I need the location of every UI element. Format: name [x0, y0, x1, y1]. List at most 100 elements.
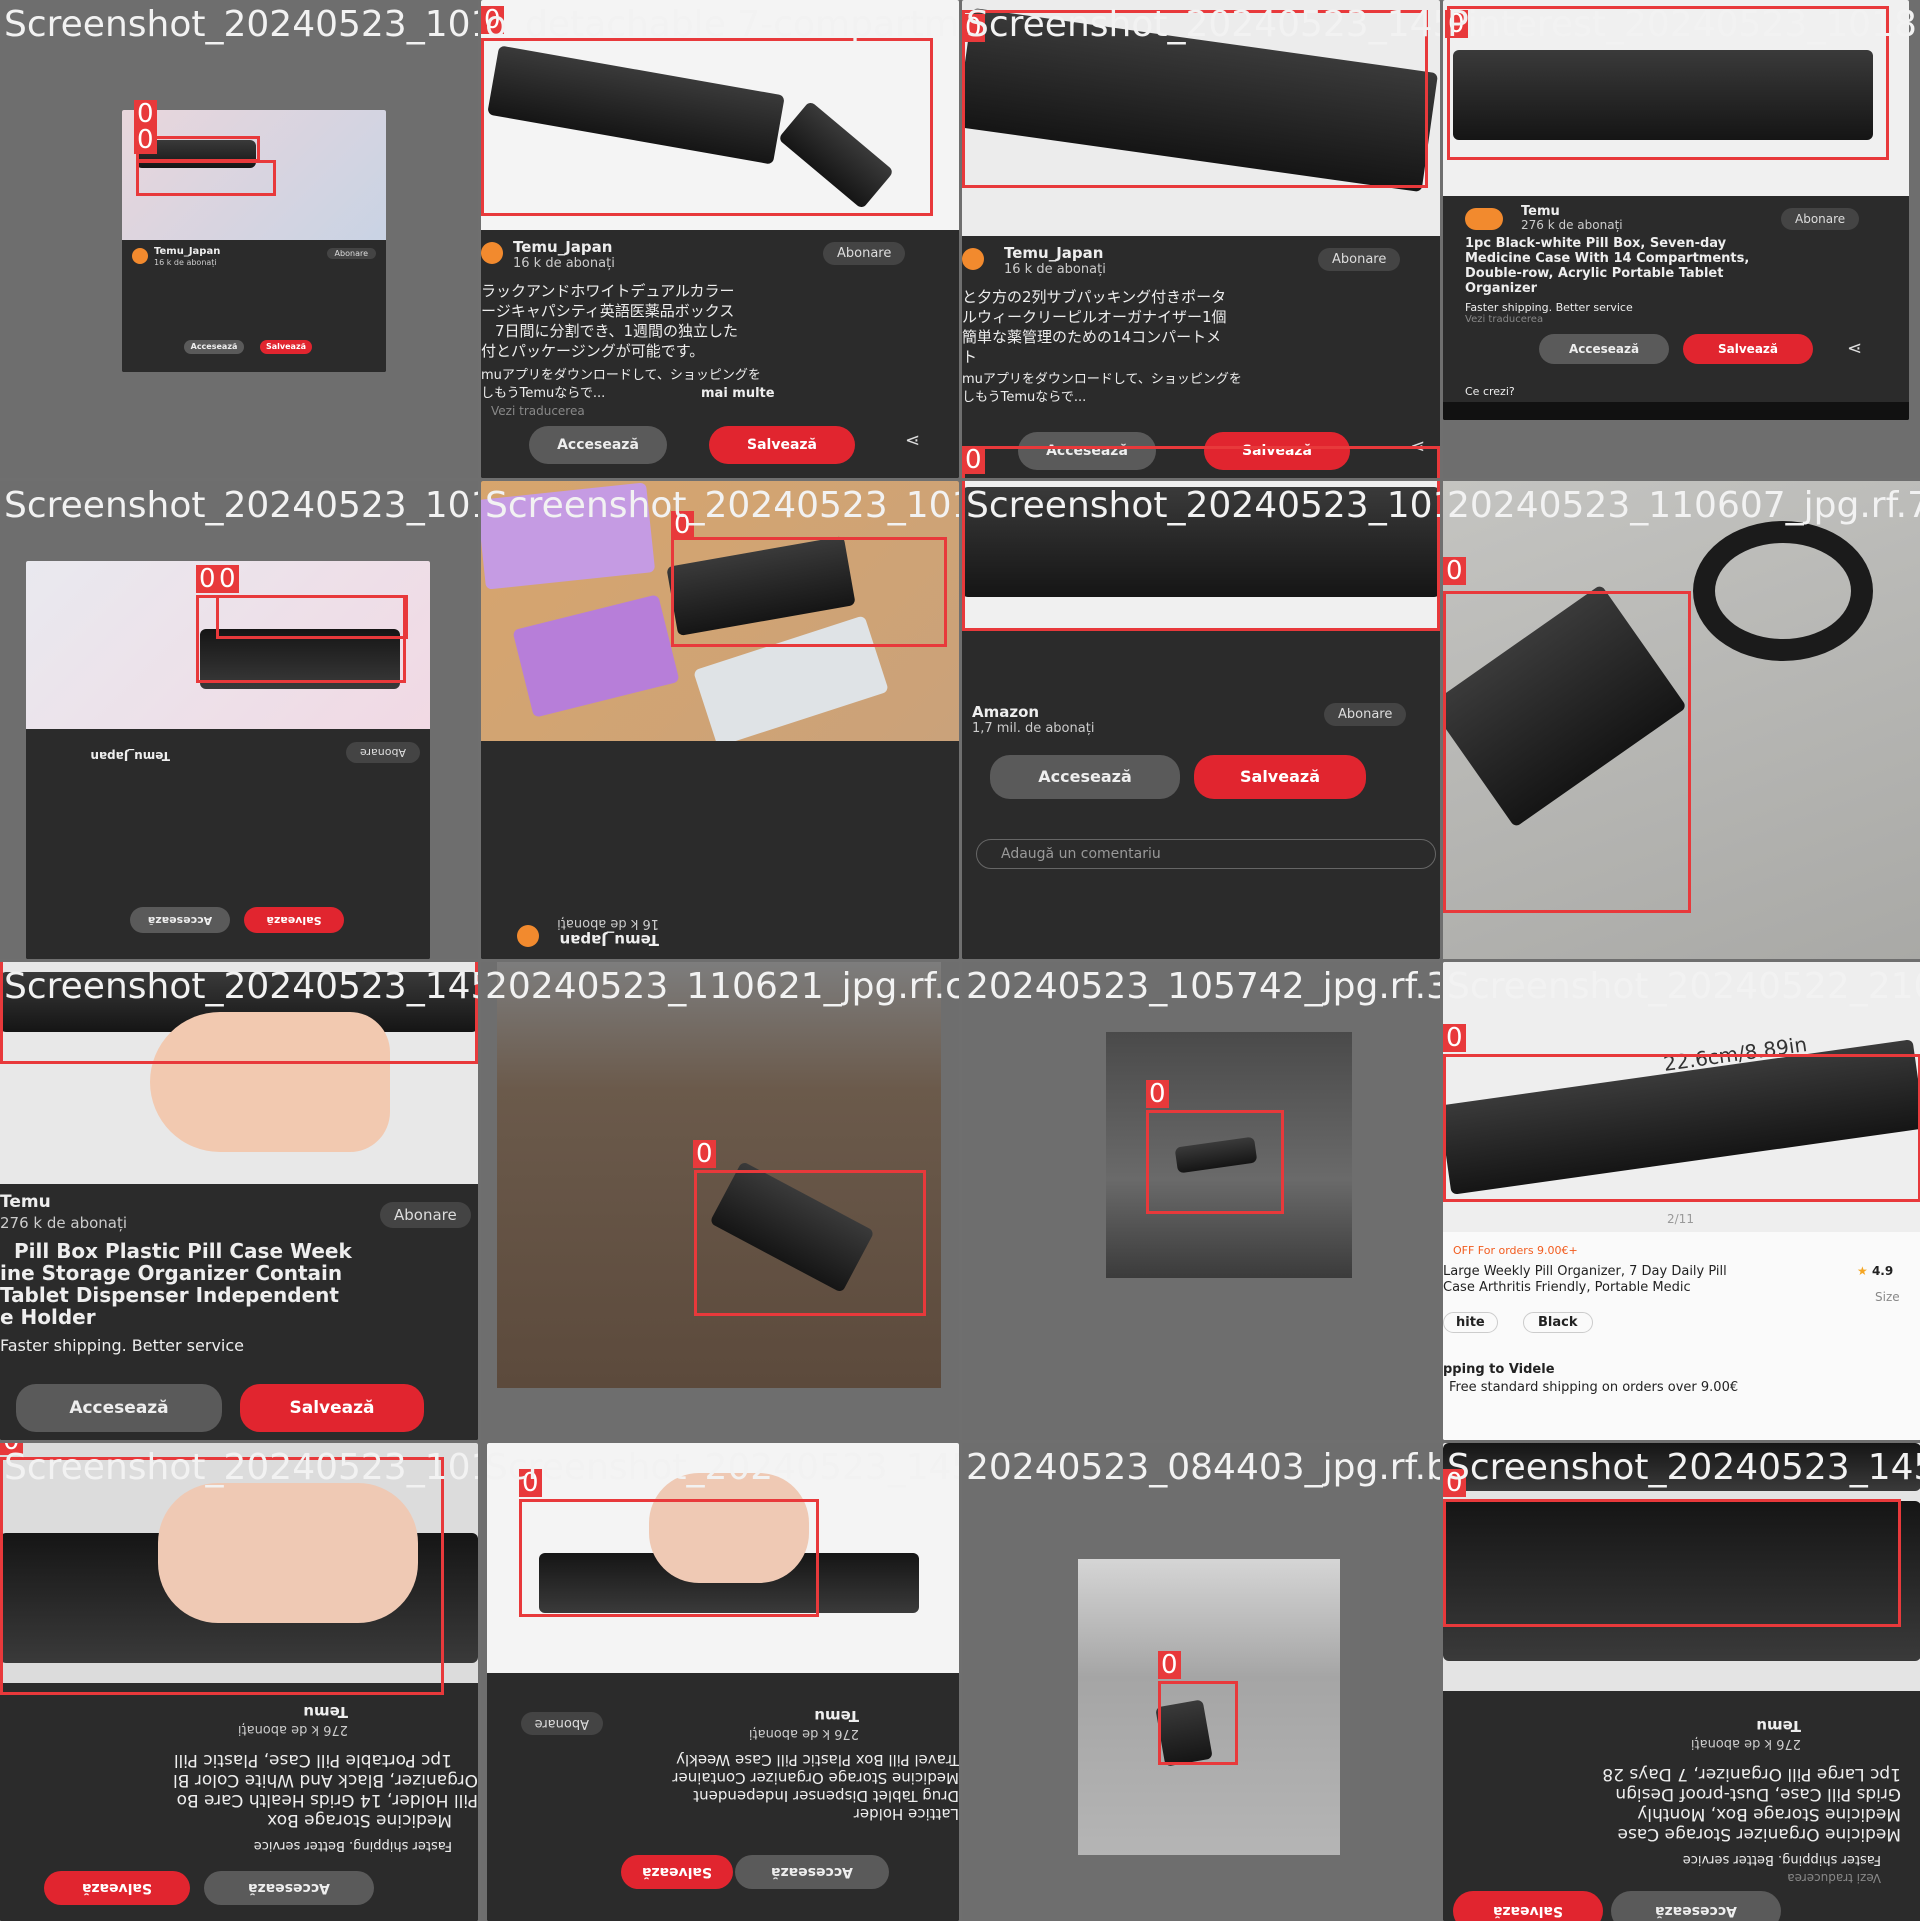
- description-line: しもうTemuならで...: [481, 386, 606, 401]
- pin-details: Salvează Accesează Lattice Holder Drug T…: [487, 1673, 959, 1921]
- description-line: Medicine Storage Box, Monthly: [1637, 1804, 1901, 1824]
- description-line: と夕方の2列サブパッキング付きポータ: [962, 288, 1227, 306]
- visit-button[interactable]: Accesează: [1611, 1891, 1781, 1921]
- android-nav-bar: [1443, 402, 1909, 420]
- save-button[interactable]: Salvează: [1453, 1891, 1603, 1921]
- detection-label: 0: [134, 100, 157, 128]
- comment-prompt: Ce crezi?: [1465, 385, 1515, 398]
- comment-placeholder: Adaugă un comentariu: [1001, 846, 1161, 862]
- visit-button[interactable]: Accesează: [1539, 334, 1669, 364]
- mosaic-cell: Temu_Japan 16 k de abonați 0 Screenshot_…: [481, 481, 959, 959]
- save-button[interactable]: Salvează: [1683, 334, 1813, 364]
- phone-screenshot: Temu_Japan 16 k de abonați Abonare Acces…: [122, 110, 386, 372]
- product-photo: [1443, 0, 1909, 196]
- phone-screenshot: Temu_Japan 16 k de abonați Abonare と夕方の2…: [962, 0, 1440, 478]
- save-button[interactable]: Salvează: [621, 1855, 733, 1889]
- save-button[interactable]: Salvează: [44, 1871, 190, 1905]
- image-filename: Screenshot_20240522_2102: [1447, 966, 1920, 1007]
- description-line: ine Storage Organizer Contain: [0, 1261, 343, 1285]
- save-button[interactable]: Salvează: [709, 426, 855, 464]
- avatar: [481, 242, 503, 264]
- color-option[interactable]: Black: [1523, 1312, 1593, 1333]
- mosaic-cell: Salvează Accesează Vezi traducerea Faste…: [1443, 1443, 1920, 1921]
- product-photo: [0, 962, 478, 1184]
- detection-label: 0: [962, 14, 985, 42]
- shipping-note: Faster shipping. Better service: [253, 1838, 452, 1853]
- detection-label: 0: [1443, 557, 1466, 585]
- description-line: Organizer, Black And White Color Bl: [173, 1770, 478, 1790]
- save-button[interactable]: Salvează: [240, 1384, 424, 1432]
- description-line: muアプリをダウンロードして、ショッピングを: [481, 368, 761, 383]
- image-filename: Screenshot_20240523_1017: [4, 4, 478, 45]
- description-line: 付とパッケージングが可能です。: [481, 342, 705, 360]
- image-filename: Screenshot_20240523_101750: [4, 485, 478, 526]
- image-filename: Screenshot_20240523_1455: [1447, 1447, 1920, 1488]
- description-line: しもうTemuならで...: [962, 390, 1087, 405]
- product-photo: [481, 481, 959, 747]
- avatar: [132, 248, 148, 264]
- translate-link[interactable]: Vezi traducerea: [1787, 1871, 1881, 1885]
- mosaic-cell: Accesează Salvează Abonare Temu_Japan 0 …: [0, 481, 478, 959]
- detection-box: [136, 160, 276, 196]
- detection-box: [962, 446, 1440, 478]
- detection-box: [0, 962, 478, 1064]
- username: Temu_Japan: [559, 931, 659, 949]
- visit-button[interactable]: Accesează: [204, 1871, 374, 1905]
- mosaic-cell: 0 20240523_110607_jpg.rf.7d: [1443, 481, 1920, 959]
- phone-screenshot: Amazon 1,7 mil. de abonați Abonare Acces…: [962, 481, 1440, 959]
- detection-label: 0: [134, 126, 157, 154]
- pin-details: Temu_Japan 16 k de abonați: [481, 741, 959, 959]
- detection-label: 0: [962, 446, 985, 474]
- visit-button[interactable]: Accesează: [735, 1855, 889, 1889]
- detection-box: [481, 38, 933, 216]
- pin-details: Amazon 1,7 mil. de abonați Abonare Acces…: [962, 631, 1440, 959]
- subscriber-count: 276 k de abonați: [237, 1722, 348, 1737]
- pin-details: Temu 276 k de abonați Abonare Pill Box P…: [0, 1184, 478, 1440]
- username: Temu_Japan: [90, 749, 170, 763]
- description-line: Pill Box Plastic Pill Case Week: [14, 1239, 352, 1263]
- description-line: 7日間に分割でき、1週間の独立した: [495, 322, 739, 340]
- follow-button[interactable]: Abonare: [326, 248, 376, 259]
- detection-label: 0: [1443, 1469, 1466, 1497]
- description-line: 1pc Large Pill Organizer, 7 Days 28: [1602, 1764, 1901, 1784]
- pin-details: Accesează Salvează Abonare Temu_Japan: [26, 729, 430, 959]
- save-button[interactable]: Salvează: [1194, 755, 1366, 799]
- translate-link[interactable]: Vezi traducerea: [491, 404, 585, 418]
- product-photo: 22.6cm/8.89in 2/11: [1443, 962, 1920, 1232]
- image-filename: 20240523_084403_jpg.rf.b0: [966, 1447, 1440, 1488]
- description-line: ージキャパシティ英語医薬品ボックス: [481, 302, 735, 320]
- visit-button[interactable]: Accesează: [184, 340, 244, 354]
- follow-button[interactable]: Abonare: [346, 742, 420, 763]
- subscriber-count: 276 k de abonați: [1690, 1736, 1801, 1751]
- detection-label: 0: [1443, 1024, 1466, 1052]
- follow-button[interactable]: Abonare: [380, 1202, 471, 1228]
- visit-button[interactable]: Accesează: [529, 426, 667, 464]
- rating: ★ 4.9: [1857, 1264, 1893, 1278]
- page-counter: 2/11: [1667, 1212, 1694, 1226]
- product-details: OFF For orders 9.00€+ Large Weekly Pill …: [1443, 1232, 1920, 1440]
- share-icon[interactable]: ⋖: [905, 430, 921, 451]
- follow-button[interactable]: Abonare: [823, 242, 906, 265]
- visit-button[interactable]: Accesează: [130, 907, 230, 933]
- pin-details: Salvează Accesează Vezi traducerea Faste…: [1443, 1691, 1920, 1921]
- description-line: e Holder: [0, 1305, 96, 1329]
- follow-button[interactable]: Abonare: [520, 1712, 603, 1735]
- mosaic-cell: 0 20240523_105742_jpg.rf.38: [962, 962, 1440, 1440]
- detection-label: 0: [519, 1469, 542, 1497]
- visit-button[interactable]: Accesează: [16, 1384, 222, 1432]
- translate-link[interactable]: Vezi traducerea: [1465, 314, 1544, 325]
- more-link[interactable]: mai multe: [701, 386, 775, 401]
- save-button[interactable]: Salvează: [260, 340, 312, 354]
- follow-button[interactable]: Abonare: [1781, 208, 1860, 230]
- phone-screenshot: Temu 276 k de abonați Abonare 1pc Black-…: [1443, 0, 1909, 420]
- color-option[interactable]: hite: [1443, 1312, 1498, 1333]
- detection-box: [962, 481, 1440, 631]
- share-icon[interactable]: ⋖: [1847, 338, 1863, 359]
- visit-button[interactable]: Accesează: [990, 755, 1180, 799]
- save-button[interactable]: Salvează: [244, 907, 344, 933]
- desk-photo: [1443, 481, 1920, 959]
- follow-button[interactable]: Abonare: [1324, 703, 1407, 726]
- comment-input[interactable]: Adaugă un comentariu: [976, 839, 1436, 869]
- save-button[interactable]: Salvează: [1204, 432, 1350, 470]
- follow-button[interactable]: Abonare: [1318, 248, 1401, 271]
